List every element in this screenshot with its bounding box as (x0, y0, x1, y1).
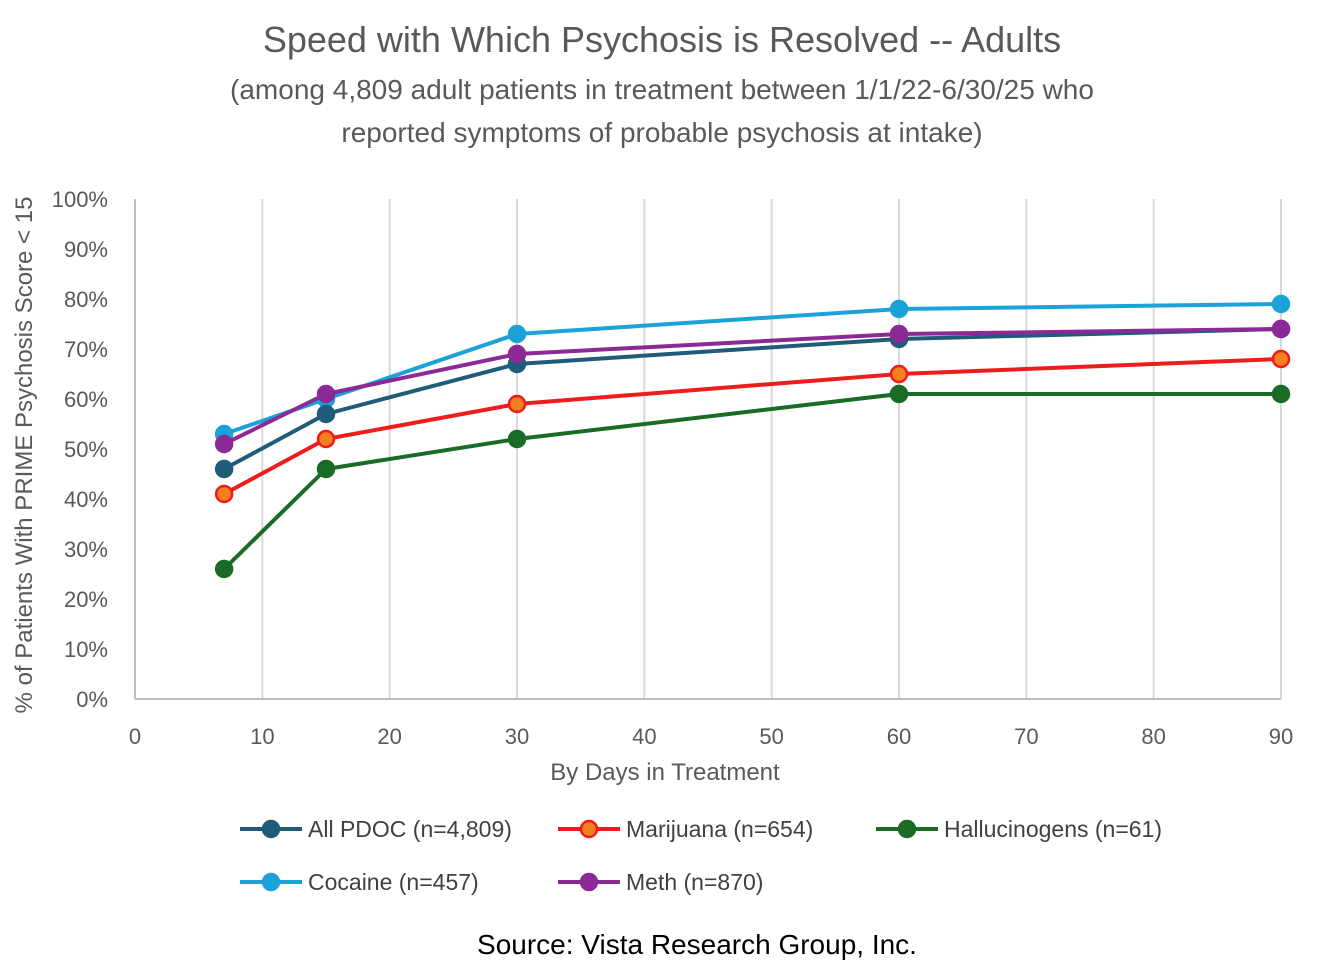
legend-item-2: Hallucinogens (n=61) (876, 816, 1162, 842)
legend-item-3: Cocaine (n=457) (240, 869, 479, 895)
legend-marker (261, 872, 281, 892)
data-point (316, 459, 336, 479)
x-tick-label: 40 (632, 724, 656, 749)
series-1 (214, 349, 1291, 504)
legend-label: Cocaine (n=457) (308, 869, 479, 895)
chart-title: Speed with Which Psychosis is Resolved -… (263, 19, 1061, 60)
y-tick-label: 80% (64, 287, 108, 312)
y-tick-label: 20% (64, 587, 108, 612)
data-point (316, 429, 336, 449)
y-tick-labels: 0% 10% 20% 30% 40% 50% 60% 70% 80% 90% 100% (52, 187, 108, 712)
legend-marker (579, 819, 599, 839)
y-tick-label: 70% (64, 337, 108, 362)
y-axis-title: % of Patients With PRIME Psychosis Score… (11, 197, 38, 714)
series-line (222, 302, 1283, 436)
x-tick-label: 0 (129, 724, 141, 749)
y-tick-label: 0% (76, 687, 108, 712)
legend-label: Hallucinogens (n=61) (944, 816, 1162, 842)
x-tick-label: 10 (250, 724, 274, 749)
y-tick-label: 100% (52, 187, 108, 212)
data-point (507, 324, 527, 344)
data-point (214, 459, 234, 479)
data-point (507, 394, 527, 414)
chart-subtitle-line-1: (among 4,809 adult patients in treatment… (230, 74, 1094, 105)
series-2 (214, 384, 1291, 579)
legend: All PDOC (n=4,809) Marijuana (n=654) Hallu… (240, 816, 1162, 895)
y-tick-label: 60% (64, 387, 108, 412)
data-point (507, 429, 527, 449)
legend-item-1: Marijuana (n=654) (558, 816, 813, 842)
data-point (889, 299, 909, 319)
x-tick-label: 60 (887, 724, 911, 749)
y-tick-label: 50% (64, 437, 108, 462)
data-point (1271, 294, 1291, 314)
series-3 (214, 294, 1291, 444)
legend-marker (261, 819, 281, 839)
axes (134, 199, 1281, 700)
data-point (507, 344, 527, 364)
x-tick-label: 80 (1141, 724, 1165, 749)
y-tick-label: 30% (64, 537, 108, 562)
data-point (889, 384, 909, 404)
data-point (1271, 319, 1291, 339)
series-line (222, 392, 1283, 571)
data-point (1271, 384, 1291, 404)
legend-item-0: All PDOC (n=4,809) (240, 816, 512, 842)
data-point (214, 484, 234, 504)
legend-item-4: Meth (n=870) (558, 869, 763, 895)
chart-subtitle-line-2: reported symptoms of probable psychosis … (341, 117, 982, 148)
legend-label: Marijuana (n=654) (626, 816, 813, 842)
legend-label: All PDOC (n=4,809) (308, 816, 512, 842)
data-point (889, 324, 909, 344)
y-tick-label: 40% (64, 487, 108, 512)
x-tick-label: 70 (1014, 724, 1038, 749)
x-tick-label: 30 (505, 724, 529, 749)
legend-label: Meth (n=870) (626, 869, 763, 895)
data-point (214, 434, 234, 454)
data-point (214, 559, 234, 579)
x-tick-labels: 0 10 20 30 40 50 60 70 80 90 (129, 724, 1293, 749)
legend-marker (897, 819, 917, 839)
data-point (1271, 349, 1291, 369)
data-point (889, 364, 909, 384)
series-group (214, 294, 1291, 579)
grid-lines (261, 199, 1282, 699)
data-point (316, 404, 336, 424)
y-tick-label: 10% (64, 637, 108, 662)
x-tick-label: 50 (759, 724, 783, 749)
x-axis-title: By Days in Treatment (550, 759, 780, 786)
legend-marker (579, 872, 599, 892)
series-0 (214, 319, 1291, 479)
x-tick-label: 20 (377, 724, 401, 749)
series-line (222, 327, 1283, 471)
x-tick-label: 90 (1269, 724, 1293, 749)
source-note: Source: Vista Research Group, Inc. (477, 929, 917, 960)
y-tick-label: 90% (64, 237, 108, 262)
data-point (316, 384, 336, 404)
series-4 (214, 319, 1291, 454)
